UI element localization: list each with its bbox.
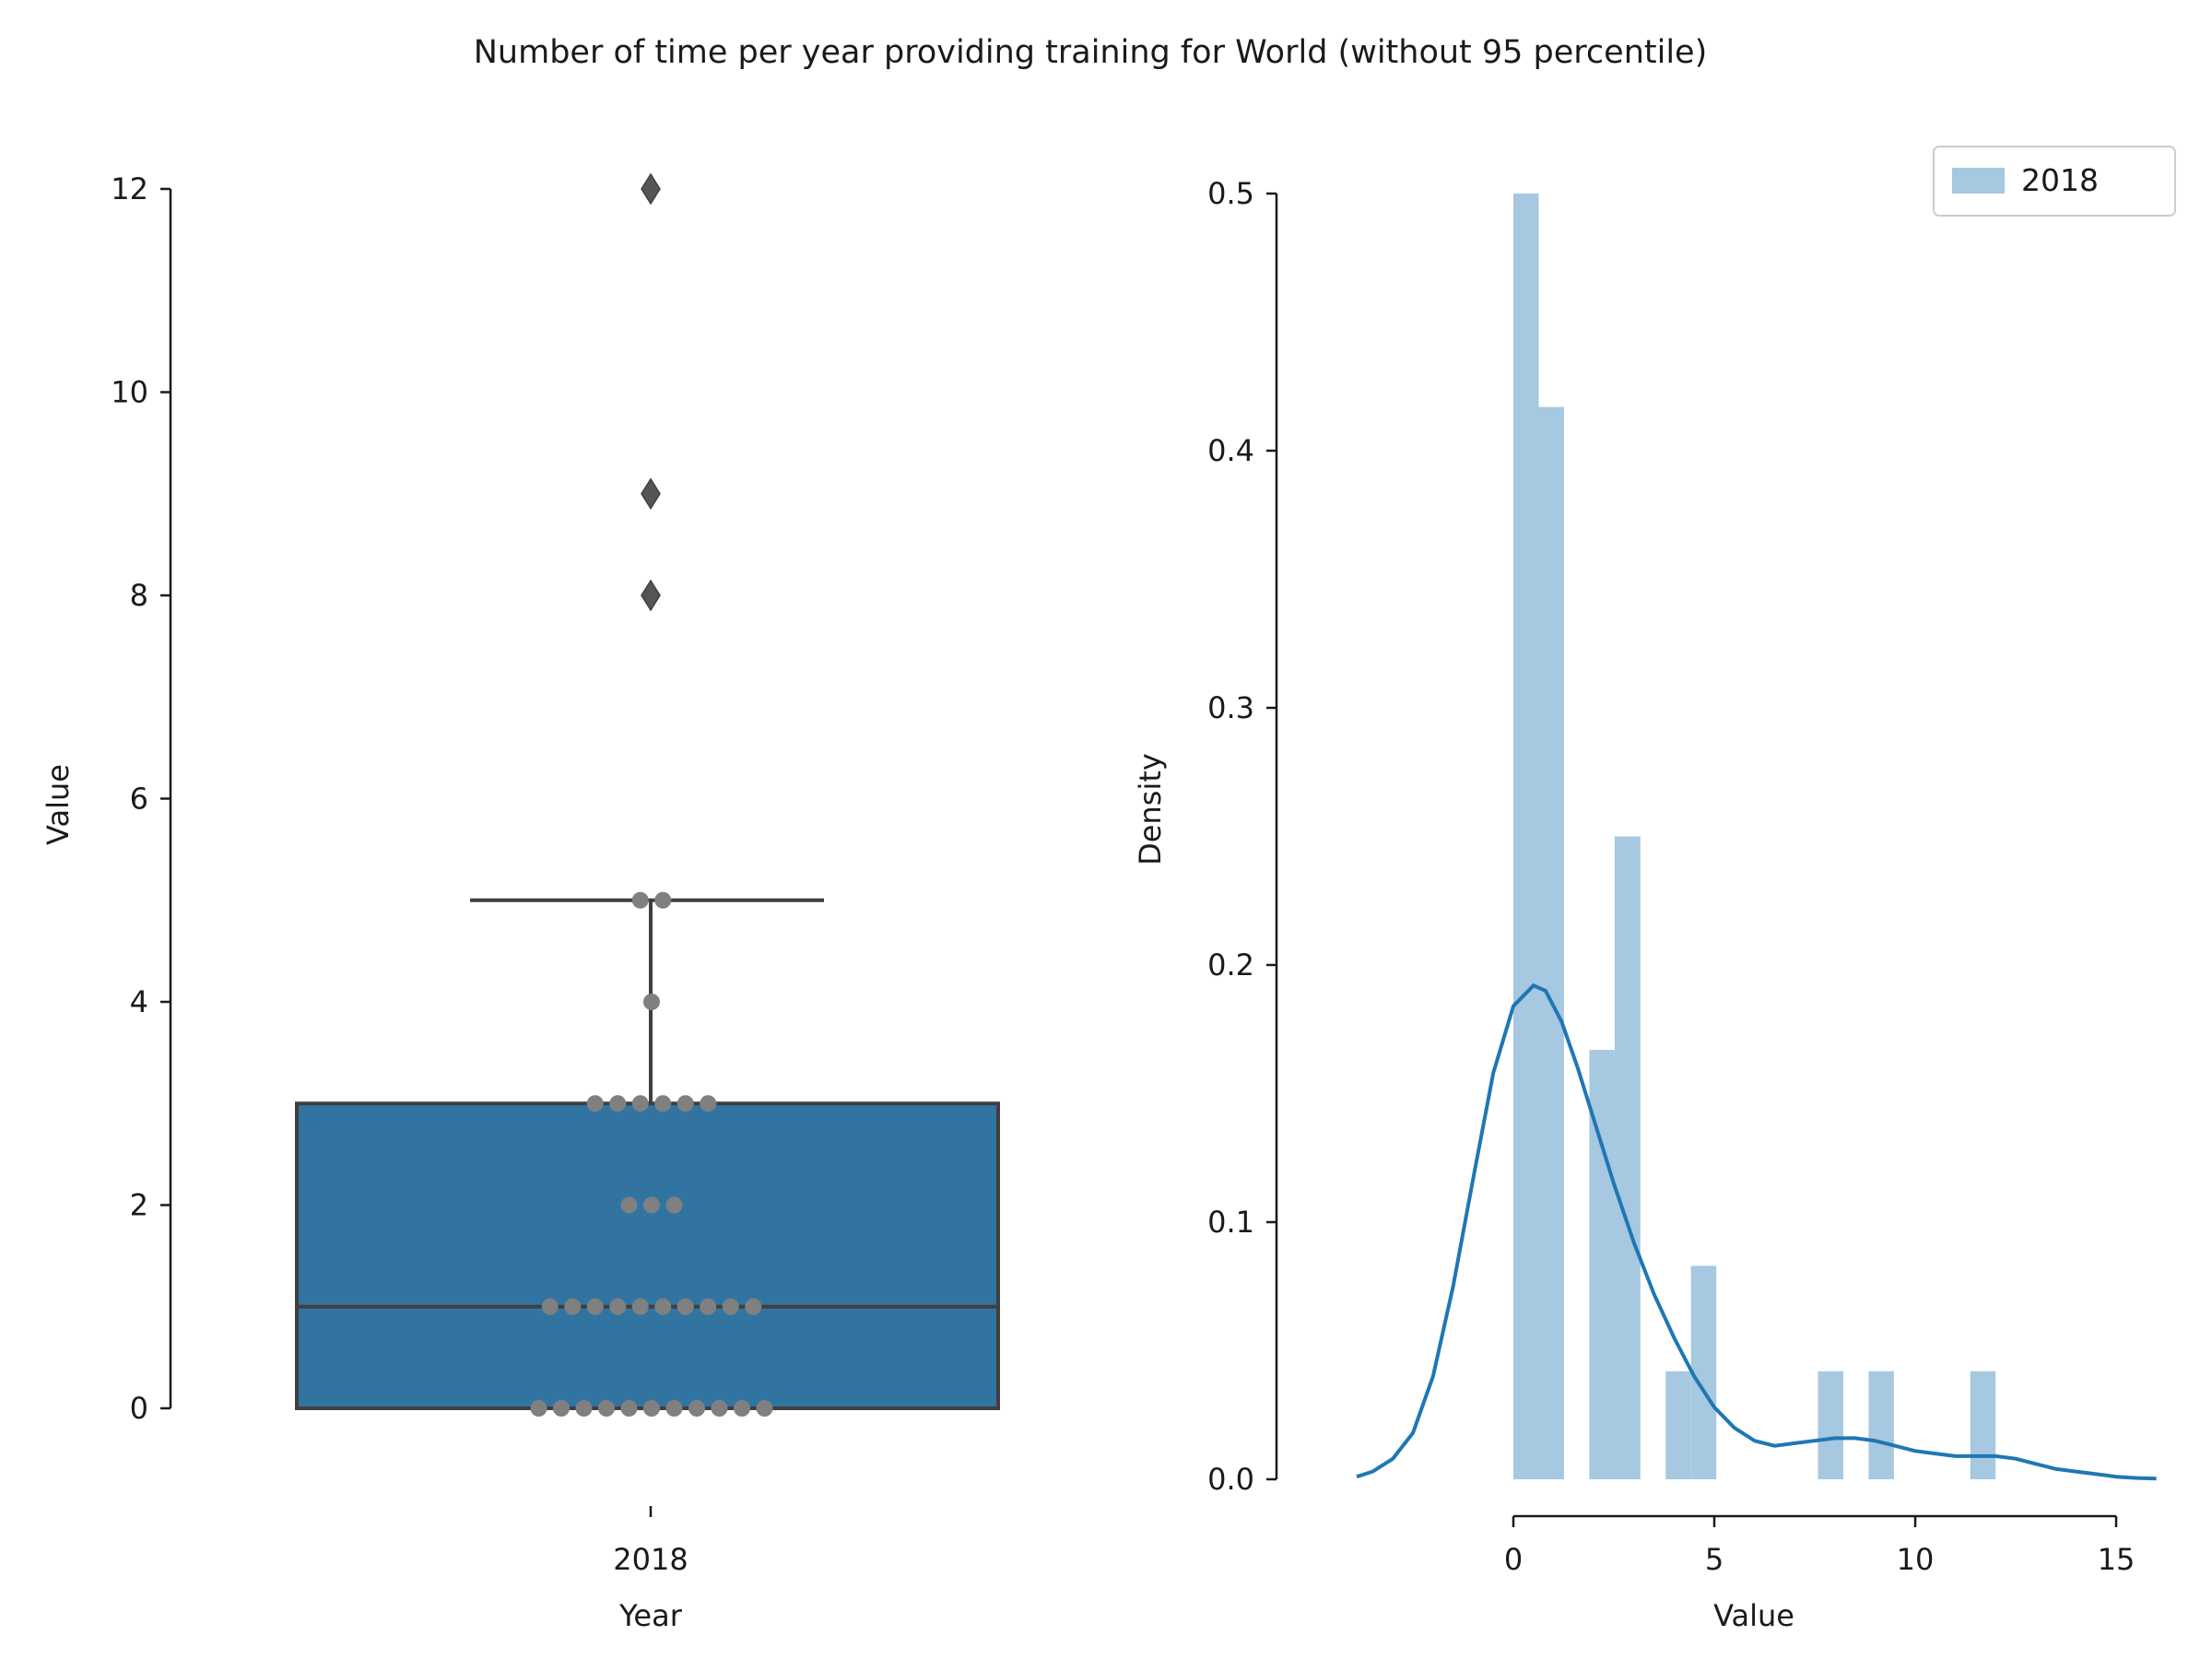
swarm-point: [677, 1095, 694, 1112]
boxplot-x-axis-label: Year: [618, 1598, 683, 1633]
legend-label: 2018: [2021, 162, 2099, 198]
swarm-point: [722, 1298, 739, 1315]
boxplot-y-tick-label: 6: [130, 782, 148, 817]
boxplot-y-tick-label: 12: [111, 171, 148, 206]
figure-title: Number of time per year providing traini…: [474, 34, 1708, 71]
histogram-bar: [1970, 1371, 1996, 1479]
boxplot-x-tick-label: 2018: [613, 1542, 688, 1577]
outlier-point: [641, 579, 661, 612]
swarm-point: [665, 1400, 683, 1417]
swarm-point: [654, 1095, 672, 1112]
swarm-point: [688, 1400, 705, 1417]
swarm-point: [541, 1298, 559, 1315]
histogram-y-tick-label: 0.1: [1207, 1205, 1254, 1240]
boxplot-body: [295, 898, 1000, 1410]
boxplot-x-ticks: 2018: [613, 1506, 688, 1577]
legend: 2018: [1933, 146, 2176, 217]
swarm-point: [756, 1400, 773, 1417]
swarm-point: [631, 891, 649, 909]
outlier-point: [641, 477, 661, 511]
histogram-y-tick-label: 0.4: [1207, 433, 1254, 468]
swarm-point: [643, 1196, 660, 1214]
boxplot-y-tick-label: 0: [130, 1391, 148, 1426]
swarm-point: [711, 1400, 728, 1417]
histogram-panel: 0.00.10.20.30.40.5 0 5 10 15 Density Value …: [1133, 146, 2176, 1633]
histogram-bar: [1868, 1371, 1894, 1479]
swarm-point: [700, 1298, 717, 1315]
legend-frame: [1933, 146, 2176, 217]
histogram-x-tick-label: 15: [2098, 1542, 2136, 1577]
swarm-point: [643, 1400, 660, 1417]
boxplot-y-tick-label: 8: [130, 578, 148, 613]
histogram-bar: [1538, 406, 1564, 1479]
histogram-bar: [1665, 1371, 1691, 1479]
swarm-point: [609, 1095, 627, 1112]
histogram-y-tick-label: 0.5: [1207, 176, 1254, 211]
swarm-point: [586, 1298, 604, 1315]
swarm-point: [654, 891, 672, 909]
swarm-point: [700, 1095, 717, 1112]
histogram-bar: [1614, 836, 1641, 1479]
histogram-bar: [1690, 1265, 1717, 1479]
swarm-point: [631, 1298, 649, 1315]
swarm-point: [677, 1298, 694, 1315]
boxplot-y-tick-label: 2: [130, 1188, 148, 1223]
outlier-point: [641, 172, 661, 206]
histogram-y-tick-label: 0.2: [1207, 947, 1254, 982]
histogram-bar: [1818, 1371, 1843, 1479]
swarm-point: [598, 1400, 615, 1417]
swarm-point: [620, 1400, 638, 1417]
boxplot-swarm: [530, 891, 773, 1417]
histogram-x-tick-label: 0: [1504, 1542, 1523, 1577]
histogram-bar: [1513, 194, 1539, 1479]
swarm-point: [575, 1400, 593, 1417]
histogram-x-axis-label: Value: [1713, 1598, 1794, 1633]
swarm-point: [620, 1196, 638, 1214]
swarm-point: [745, 1298, 762, 1315]
swarm-point: [609, 1298, 627, 1315]
boxplot-panel: 0 2 4 6 8 10 12 2018 Value Year: [41, 171, 1000, 1633]
box-iqr: [295, 1101, 1000, 1410]
boxplot-y-tick-label: 10: [111, 375, 148, 410]
kde-line: [1356, 982, 2157, 1481]
swarm-point: [734, 1400, 750, 1417]
histogram-x-tick-label: 10: [1897, 1542, 1935, 1577]
swarm-point: [631, 1095, 649, 1112]
swarm-point: [530, 1400, 547, 1417]
swarm-point: [654, 1298, 672, 1315]
swarm-point: [665, 1196, 683, 1214]
swarm-point: [553, 1400, 570, 1417]
swarm-point: [586, 1095, 604, 1112]
histogram-y-axis-label: Density: [1133, 753, 1168, 865]
histogram-y-tick-label: 0.0: [1207, 1462, 1254, 1497]
histogram-y-tick-label: 0.3: [1207, 690, 1254, 725]
histogram-x-ticks: 0 5 10 15: [1504, 1514, 2136, 1577]
boxplot-y-tick-label: 4: [130, 984, 148, 1019]
histogram-bars: [1513, 194, 1996, 1479]
histogram-x-tick-label: 5: [1705, 1542, 1724, 1577]
boxplot-y-axis-label: Value: [41, 764, 76, 845]
boxplot-outliers: [641, 172, 661, 612]
boxplot-y-ticks: 0 2 4 6 8 10 12: [111, 171, 172, 1426]
legend-swatch: [1952, 168, 2005, 194]
histogram-y-ticks: 0.0 0.1 0.2 0.3 0.4 0.5: [1207, 176, 1278, 1497]
swarm-point: [643, 994, 660, 1010]
swarm-point: [564, 1298, 582, 1315]
